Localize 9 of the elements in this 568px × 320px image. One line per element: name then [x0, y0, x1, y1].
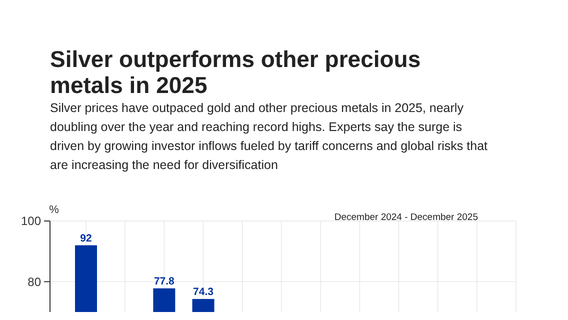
y-tick-label: 100: [20, 214, 42, 228]
data-label: 92: [80, 232, 92, 244]
chart-subtitle: Silver prices have outpaced gold and other precious metals in 2025, nearly doubling over the year and reaching record highs. Experts say the surge is driven by growing investor inflows fueled by tariff concerns and global risks that are increasing the need for diversification: [50, 101, 488, 172]
y-axis-title: %: [49, 204, 60, 216]
y-tick-label: 80: [28, 274, 42, 289]
data-label: 77.8: [154, 275, 175, 288]
chart-title: Silver outperforms other precious metals in 2025: [50, 46, 421, 98]
annotation: December 2024 - December 2025: [334, 212, 478, 223]
data-label: 74.3: [193, 286, 214, 298]
